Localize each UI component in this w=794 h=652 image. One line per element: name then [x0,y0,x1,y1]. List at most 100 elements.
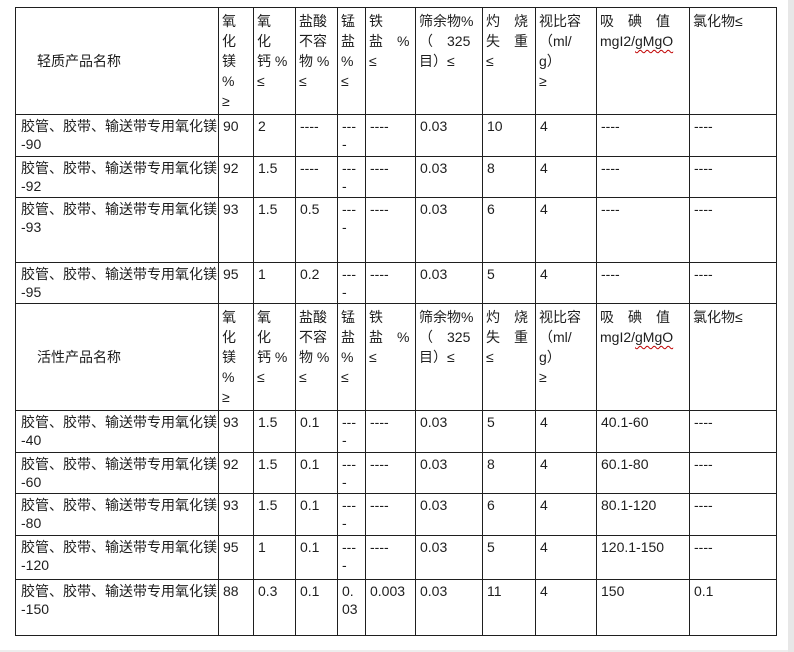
column-header-cell: 氧 化 钙 % ≤ [253,303,296,411]
spec-value-cell: 40.1-60 [596,410,690,453]
iodine-unit-misspelled: gMgO [635,329,674,345]
column-header-cell: 筛余物% （ 325 目）≤ [415,303,483,411]
spec-value-cell: 0.03 [415,156,483,198]
spec-value-cell: 0.1 [295,410,338,453]
spec-value-cell: ---- [689,197,777,263]
spec-value-cell: 93 [218,410,254,453]
spec-value-cell: ---- [365,156,416,198]
spec-value-cell: 80.1-120 [596,493,690,536]
spec-value-cell: 4 [535,114,597,157]
spec-value-cell: ---- [365,535,416,580]
spec-value-cell: 0.1 [295,452,338,494]
spec-value-cell: ---- [337,535,366,580]
spec-value-cell: 92 [218,452,254,494]
spec-value-cell: 1.5 [253,197,296,263]
spec-value-cell: 1.5 [253,452,296,494]
product-grade: -60 [21,474,42,490]
table-row: 胶管、胶带、输送带专用氧化镁 -60 92 1.5 0.1 ---- ---- 0.03 8 4 6… [15,452,777,494]
product-grade: -93 [21,219,42,235]
product-grade: -95 [21,284,42,300]
spec-value-cell: 93 [218,493,254,536]
table-row: 胶管、胶带、输送带专用氧化镁 -90 90 2 ---- ---- ---- 0.03 10 4-… [15,114,777,157]
spec-value-cell: ---- [365,197,416,263]
spec-value-cell: 0.1 [295,579,338,636]
product-name-cell: 胶管、胶带、输送带专用氧化镁 -90 [15,114,219,157]
product-name: 胶管、胶带、输送带专用氧化镁 [21,539,217,555]
spec-value-cell: ---- [365,452,416,494]
product-name-cell: 胶管、胶带、输送带专用氧化镁 -80 [15,493,219,536]
spec-value-cell: 0.5 [295,197,338,263]
spec-value-cell: ---- [596,262,690,304]
column-header-cell: 吸 碘 值 mgI2/gMgO [596,7,690,115]
spec-value-cell: 6 [482,493,536,536]
product-name: 胶管、胶带、输送带专用氧化镁 [21,583,217,599]
column-header-cell: 氯化物≤ [689,7,777,115]
column-header-cell: 氯化物≤ [689,303,777,411]
product-name: 胶管、胶带、输送带专用氧化镁 [21,201,217,217]
spec-value-cell: 1 [253,262,296,304]
column-header-cell: 盐酸 不容 物 % ≤ [295,303,338,411]
product-grade: -120 [21,557,50,573]
section-title-cell: 轻质产品名称 [15,7,219,115]
product-name-cell: 胶管、胶带、输送带专用氧化镁 -40 [15,410,219,453]
spec-value-cell: 1.5 [253,410,296,453]
product-grade: -90 [21,136,42,152]
spec-value-cell: 0.1 [295,535,338,580]
spec-value-cell: 1.5 [253,493,296,536]
spec-value-cell: ---- [295,156,338,198]
spec-value-cell: 0.03 [415,114,483,157]
spec-value-cell: 0.03 [415,452,483,494]
spec-value-cell: ---- [365,493,416,536]
column-header-cell: 氧 化 镁 % ≥ [218,303,254,411]
header-row: 轻质产品名称氧 化 镁 % ≥ 氧 化 钙 % ≤ 盐酸 不容 物 % ≤ 锰 盐 %… [15,7,777,115]
product-grade: -40 [21,432,42,448]
spec-value-cell: 0.03 [337,579,366,636]
spec-value-cell: ---- [689,156,777,198]
column-header-cell: 铁 盐 % ≤ [365,7,416,115]
spec-value-cell: 10 [482,114,536,157]
page-edge-bottom [0,650,788,652]
spec-value-cell: ---- [365,410,416,453]
product-name-cell: 胶管、胶带、输送带专用氧化镁 -60 [15,452,219,494]
spec-value-cell: ---- [337,452,366,494]
table-row: 胶管、胶带、输送带专用氧化镁 -150 88 0.3 0.1 0.03 0.003 0.03 1… [15,579,777,636]
spec-value-cell: ---- [337,262,366,304]
product-name-cell: 胶管、胶带、输送带专用氧化镁 -92 [15,156,219,198]
column-header-cell: 锰 盐 % ≤ [337,7,366,115]
spec-value-cell: 1 [253,535,296,580]
product-name-cell: 胶管、胶带、输送带专用氧化镁 -120 [15,535,219,580]
product-grade: -80 [21,515,42,531]
column-header-cell: 灼 烧 失 重 ≤ [482,303,536,411]
product-name: 胶管、胶带、输送带专用氧化镁 [21,118,217,134]
spec-value-cell: 95 [218,535,254,580]
column-header-cell: 氧 化 钙 % ≤ [253,7,296,115]
spec-value-cell: 120.1-150 [596,535,690,580]
spec-value-cell: 6 [482,197,536,263]
spec-value-cell: 2 [253,114,296,157]
spec-value-cell: 0.03 [415,410,483,453]
spec-value-cell: 0.03 [415,535,483,580]
spec-value-cell: ---- [689,114,777,157]
spec-value-cell: ---- [689,452,777,494]
spec-value-cell: ---- [295,114,338,157]
spec-value-cell: ---- [689,535,777,580]
spec-value-cell: ---- [689,262,777,304]
product-name: 胶管、胶带、输送带专用氧化镁 [21,456,217,472]
product-name: 胶管、胶带、输送带专用氧化镁 [21,497,217,513]
product-name: 胶管、胶带、输送带专用氧化镁 [21,414,217,430]
spec-value-cell: 5 [482,262,536,304]
spec-value-cell: 92 [218,156,254,198]
spec-value-cell: 88 [218,579,254,636]
spec-value-cell: 4 [535,410,597,453]
spec-value-cell: 4 [535,262,597,304]
spec-value-cell: ---- [596,156,690,198]
table-row: 胶管、胶带、输送带专用氧化镁 -93 93 1.5 0.5 ---- ---- 0.03 6 4-… [15,197,777,263]
spec-value-cell: 93 [218,197,254,263]
spec-value-cell: ---- [365,262,416,304]
spec-value-cell: 5 [482,410,536,453]
product-name: 胶管、胶带、输送带专用氧化镁 [21,266,217,282]
table-row: 胶管、胶带、输送带专用氧化镁 -92 92 1.5 ---- ---- ---- 0.03 8 4… [15,156,777,198]
spec-value-cell: ---- [689,493,777,536]
table-row: 胶管、胶带、输送带专用氧化镁 -80 93 1.5 0.1 ---- ---- 0.03 6 4 8… [15,493,777,536]
iodine-header-label: 吸 碘 值 [600,13,670,29]
